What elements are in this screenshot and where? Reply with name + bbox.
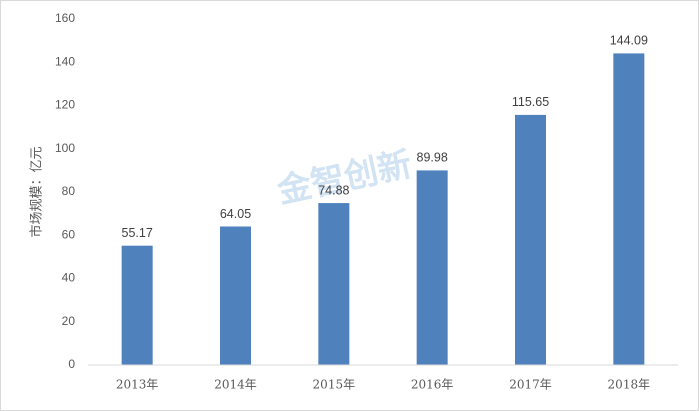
x-tick-label: 2014年 [214, 378, 257, 392]
bar [416, 170, 448, 365]
value-label: 89.98 [417, 151, 448, 165]
y-tick-label: 160 [55, 11, 75, 25]
x-tick-label: 2015年 [313, 378, 356, 392]
y-tick-label: 0 [68, 357, 75, 371]
value-label: 115.65 [512, 95, 549, 109]
y-tick-label: 120 [55, 98, 75, 112]
x-tick-label: 2018年 [608, 378, 651, 392]
y-tick-label: 100 [55, 141, 75, 155]
bar [515, 114, 546, 365]
y-tick-label: 40 [62, 271, 76, 285]
y-tick-label: 140 [55, 54, 75, 68]
value-label: 64.05 [220, 207, 251, 221]
value-label: 144.09 [610, 34, 648, 48]
y-tick-label: 20 [62, 314, 76, 328]
y-tick-label: 80 [62, 184, 76, 198]
value-label: 55.17 [122, 226, 153, 240]
bar [121, 245, 153, 365]
x-tick-label: 2013年 [116, 378, 159, 392]
value-label: 74.88 [318, 183, 349, 197]
bar [220, 226, 251, 365]
y-axis-label: 市场规模：亿元 [29, 146, 45, 237]
y-tick-label: 60 [62, 227, 76, 241]
x-tick-label: 2017年 [509, 378, 552, 392]
bar [613, 53, 645, 366]
x-tick-label: 2016年 [411, 378, 454, 392]
bar [318, 203, 350, 365]
